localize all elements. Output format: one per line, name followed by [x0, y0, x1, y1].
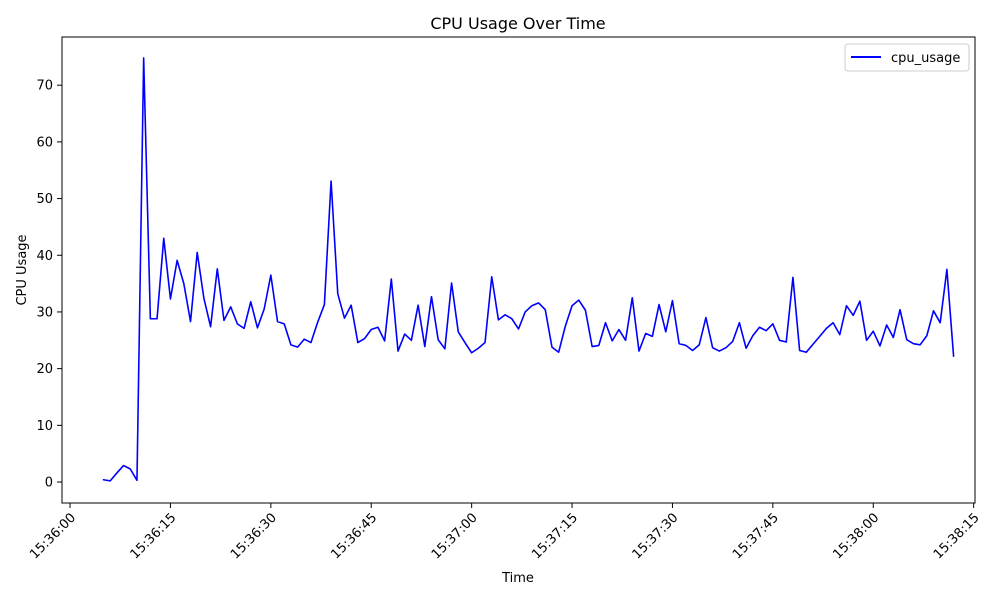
plot-area [61, 36, 976, 504]
y-tick-label: 50 [36, 192, 53, 207]
legend-label-cpu-usage: cpu_usage [891, 51, 960, 66]
y-tick-label: 60 [36, 135, 53, 150]
series-layer [102, 57, 955, 482]
y-axis: 0 10 20 30 40 50 60 70 [36, 79, 62, 491]
y-tick-label: 70 [36, 79, 53, 94]
legend: cpu_usage [844, 43, 970, 72]
axes-frame [61, 36, 976, 504]
y-tick-label: 40 [36, 249, 53, 264]
x-axis-title: Time [501, 571, 534, 586]
chart-title: CPU Usage Over Time [430, 14, 605, 33]
y-tick-label: 20 [36, 362, 53, 377]
y-tick-label: 10 [36, 419, 53, 434]
legend-box [844, 43, 970, 72]
y-tick-label: 0 [45, 476, 53, 491]
series-line-cpu-usage [102, 57, 955, 482]
y-tick-label: 30 [36, 305, 53, 320]
y-axis-title: CPU Usage [15, 234, 30, 305]
